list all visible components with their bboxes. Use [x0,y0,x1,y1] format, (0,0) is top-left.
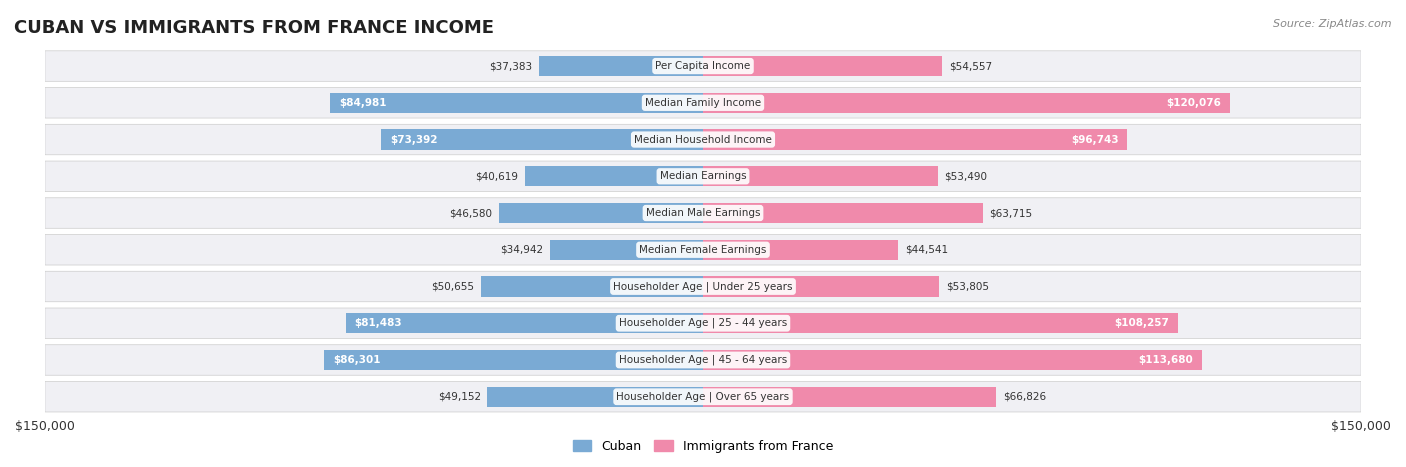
FancyBboxPatch shape [550,240,703,260]
FancyBboxPatch shape [45,51,1361,81]
Text: $34,942: $34,942 [501,245,543,255]
Text: Source: ZipAtlas.com: Source: ZipAtlas.com [1274,19,1392,28]
Text: $84,981: $84,981 [339,98,387,108]
FancyBboxPatch shape [330,92,703,113]
Text: Householder Age | 25 - 44 years: Householder Age | 25 - 44 years [619,318,787,328]
Text: Per Capita Income: Per Capita Income [655,61,751,71]
Text: $96,743: $96,743 [1071,134,1119,145]
FancyBboxPatch shape [346,313,703,333]
Text: Median Household Income: Median Household Income [634,134,772,145]
Text: $40,619: $40,619 [475,171,519,181]
FancyBboxPatch shape [45,161,1361,191]
Text: $86,301: $86,301 [333,355,381,365]
FancyBboxPatch shape [481,276,703,297]
Text: Householder Age | Under 25 years: Householder Age | Under 25 years [613,281,793,292]
Text: $113,680: $113,680 [1139,355,1192,365]
FancyBboxPatch shape [703,92,1230,113]
Text: $37,383: $37,383 [489,61,533,71]
FancyBboxPatch shape [703,56,942,76]
FancyBboxPatch shape [703,276,939,297]
Text: $120,076: $120,076 [1166,98,1220,108]
FancyBboxPatch shape [703,203,983,223]
Text: $49,152: $49,152 [437,392,481,402]
FancyBboxPatch shape [325,350,703,370]
Text: Householder Age | Over 65 years: Householder Age | Over 65 years [616,391,790,402]
FancyBboxPatch shape [703,166,938,186]
FancyBboxPatch shape [703,313,1178,333]
FancyBboxPatch shape [45,124,1361,155]
FancyBboxPatch shape [45,87,1361,118]
Text: $81,483: $81,483 [354,318,402,328]
Text: $46,580: $46,580 [449,208,492,218]
FancyBboxPatch shape [703,240,898,260]
Text: $50,655: $50,655 [432,282,474,291]
FancyBboxPatch shape [45,271,1361,302]
Text: $53,805: $53,805 [946,282,988,291]
Text: $63,715: $63,715 [988,208,1032,218]
FancyBboxPatch shape [45,382,1361,412]
FancyBboxPatch shape [538,56,703,76]
FancyBboxPatch shape [703,387,997,407]
Text: $66,826: $66,826 [1002,392,1046,402]
Text: Median Male Earnings: Median Male Earnings [645,208,761,218]
FancyBboxPatch shape [45,308,1361,339]
Text: $73,392: $73,392 [389,134,437,145]
FancyBboxPatch shape [45,234,1361,265]
FancyBboxPatch shape [499,203,703,223]
Text: $54,557: $54,557 [949,61,993,71]
FancyBboxPatch shape [381,129,703,149]
FancyBboxPatch shape [703,350,1202,370]
Text: $53,490: $53,490 [945,171,987,181]
FancyBboxPatch shape [45,345,1361,375]
Legend: Cuban, Immigrants from France: Cuban, Immigrants from France [572,440,834,453]
Text: Median Earnings: Median Earnings [659,171,747,181]
FancyBboxPatch shape [45,198,1361,228]
Text: Median Family Income: Median Family Income [645,98,761,108]
FancyBboxPatch shape [703,129,1128,149]
Text: Householder Age | 45 - 64 years: Householder Age | 45 - 64 years [619,355,787,365]
FancyBboxPatch shape [488,387,703,407]
Text: CUBAN VS IMMIGRANTS FROM FRANCE INCOME: CUBAN VS IMMIGRANTS FROM FRANCE INCOME [14,19,494,37]
Text: $44,541: $44,541 [905,245,948,255]
Text: Median Female Earnings: Median Female Earnings [640,245,766,255]
Text: $108,257: $108,257 [1115,318,1170,328]
FancyBboxPatch shape [524,166,703,186]
